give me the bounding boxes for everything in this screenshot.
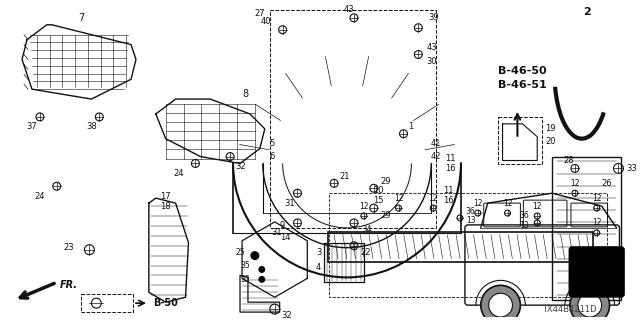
- Text: 32: 32: [282, 310, 292, 320]
- Text: 36: 36: [466, 206, 476, 216]
- Text: 20: 20: [545, 137, 556, 146]
- Text: 30: 30: [426, 57, 437, 66]
- Text: 40: 40: [260, 17, 271, 26]
- Text: 43: 43: [344, 5, 355, 14]
- Text: 26: 26: [601, 179, 612, 188]
- Circle shape: [259, 267, 265, 272]
- Text: 35: 35: [240, 261, 250, 270]
- Text: 32: 32: [235, 162, 246, 171]
- Text: 16: 16: [445, 164, 456, 173]
- Circle shape: [259, 276, 265, 282]
- Circle shape: [570, 285, 609, 320]
- Text: FR.: FR.: [60, 280, 77, 290]
- Text: 14: 14: [280, 233, 290, 242]
- Text: 19: 19: [545, 124, 556, 133]
- Text: 23: 23: [63, 243, 74, 252]
- Text: 24: 24: [35, 192, 45, 201]
- Text: 24: 24: [173, 169, 184, 178]
- Text: 12: 12: [503, 199, 512, 208]
- Text: 25: 25: [236, 248, 245, 257]
- Text: 17: 17: [161, 192, 171, 201]
- Text: 11: 11: [445, 154, 455, 163]
- Text: 29: 29: [381, 212, 391, 220]
- Text: 13: 13: [466, 216, 476, 225]
- Text: 9: 9: [280, 221, 285, 230]
- Text: 22: 22: [361, 248, 371, 257]
- Text: 3: 3: [316, 248, 321, 257]
- Text: 41: 41: [430, 139, 441, 148]
- Text: 27: 27: [254, 9, 265, 18]
- Text: 12: 12: [473, 199, 483, 208]
- Circle shape: [251, 252, 259, 260]
- Text: 37: 37: [27, 122, 37, 131]
- Text: 12: 12: [592, 219, 602, 228]
- Text: 21: 21: [339, 172, 349, 181]
- Text: 4: 4: [316, 263, 321, 272]
- Text: 11: 11: [443, 186, 453, 195]
- Text: 12: 12: [592, 194, 602, 203]
- Text: 2: 2: [583, 7, 591, 17]
- Text: 15: 15: [374, 196, 384, 204]
- Text: B-50: B-50: [153, 298, 178, 308]
- Circle shape: [489, 293, 513, 317]
- Circle shape: [481, 285, 520, 320]
- Text: 31: 31: [271, 228, 282, 237]
- Text: B-46-51: B-46-51: [498, 80, 547, 90]
- Text: 43: 43: [426, 43, 437, 52]
- Text: B-46-50: B-46-50: [498, 66, 546, 76]
- Text: 38: 38: [86, 122, 97, 131]
- Text: 33: 33: [627, 164, 637, 173]
- Text: 29: 29: [381, 177, 391, 186]
- Text: 12: 12: [532, 202, 542, 211]
- Text: 16: 16: [443, 196, 453, 204]
- Text: 35: 35: [240, 275, 250, 284]
- FancyBboxPatch shape: [569, 247, 625, 297]
- Text: 13: 13: [520, 221, 529, 230]
- Text: 28: 28: [564, 156, 574, 165]
- Text: 12: 12: [394, 194, 403, 203]
- Text: 36: 36: [520, 212, 529, 220]
- Text: 39: 39: [428, 13, 439, 22]
- Text: 34: 34: [361, 225, 371, 234]
- Text: 42: 42: [430, 152, 441, 161]
- Text: 1: 1: [408, 122, 413, 131]
- Text: 12: 12: [359, 202, 369, 211]
- Text: 5: 5: [269, 139, 275, 148]
- Text: 7: 7: [78, 13, 84, 23]
- Text: 6: 6: [269, 152, 275, 161]
- Text: 12: 12: [428, 194, 438, 203]
- Text: 10: 10: [374, 186, 384, 195]
- Circle shape: [578, 293, 602, 317]
- Text: 18: 18: [161, 202, 171, 211]
- Text: 31: 31: [284, 199, 295, 208]
- Text: 8: 8: [242, 89, 248, 99]
- Text: 12: 12: [570, 179, 580, 188]
- Text: TX44B4211D: TX44B4211D: [542, 305, 597, 314]
